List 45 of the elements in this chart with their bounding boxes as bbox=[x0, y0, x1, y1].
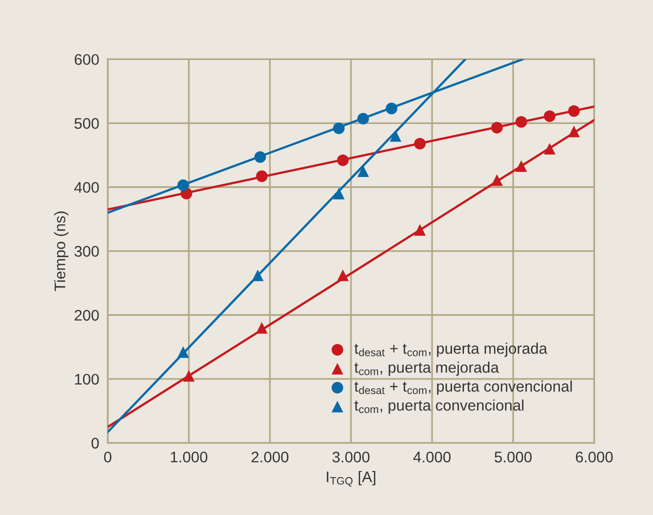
y-axis-title: Tiempo (ns) bbox=[54, 212, 68, 292]
point bbox=[357, 165, 369, 177]
point bbox=[183, 370, 195, 382]
point bbox=[337, 154, 349, 166]
point bbox=[515, 116, 528, 128]
x-tick-label: 4.000 bbox=[413, 452, 451, 462]
point bbox=[333, 122, 345, 134]
y-tick-label: 0 bbox=[92, 438, 99, 449]
y-tick-label: 100 bbox=[75, 374, 99, 385]
x-tick-label: 6.000 bbox=[576, 452, 613, 462]
point bbox=[337, 270, 349, 282]
point bbox=[252, 270, 264, 282]
point bbox=[414, 224, 426, 236]
point bbox=[544, 110, 556, 122]
legend-label: t$_{desat}$ + t$_{com}$, puerta convencional bbox=[354, 380, 572, 395]
legend-label: t$_{com}$, puerta mejorada bbox=[354, 362, 499, 376]
y-tick-label: 600 bbox=[74, 54, 99, 65]
legend-label: t$_{desat}$ + t$_{com}$, puerta mejorada bbox=[354, 342, 548, 357]
point bbox=[177, 346, 189, 358]
point bbox=[491, 122, 503, 134]
x-tick-label: 2.000 bbox=[252, 452, 288, 462]
x-tick-label: 1.000 bbox=[170, 452, 208, 462]
point bbox=[386, 102, 398, 114]
point bbox=[568, 126, 580, 138]
point bbox=[515, 160, 528, 172]
x-tick-label: 3.000 bbox=[332, 452, 370, 462]
legend-label: t$_{com}$, puerta convencional bbox=[354, 399, 524, 414]
point bbox=[491, 174, 503, 186]
y-tick-label: 400 bbox=[74, 182, 99, 193]
x-tick-label: 0 bbox=[104, 452, 112, 462]
point bbox=[256, 322, 268, 334]
point bbox=[390, 130, 402, 142]
point bbox=[357, 112, 369, 125]
point bbox=[254, 151, 266, 163]
y-tick-label: 300 bbox=[74, 246, 99, 257]
x-tick-label: 5.000 bbox=[494, 452, 532, 462]
y-tick-label: 500 bbox=[74, 118, 99, 129]
point bbox=[568, 105, 580, 117]
y-tick-label: 200 bbox=[74, 310, 99, 321]
point bbox=[177, 179, 189, 192]
point bbox=[333, 188, 345, 200]
point bbox=[256, 170, 268, 182]
point bbox=[544, 142, 556, 155]
x-axis-title: I$_{TGQ}$ [A] bbox=[326, 471, 376, 487]
point bbox=[414, 138, 426, 150]
